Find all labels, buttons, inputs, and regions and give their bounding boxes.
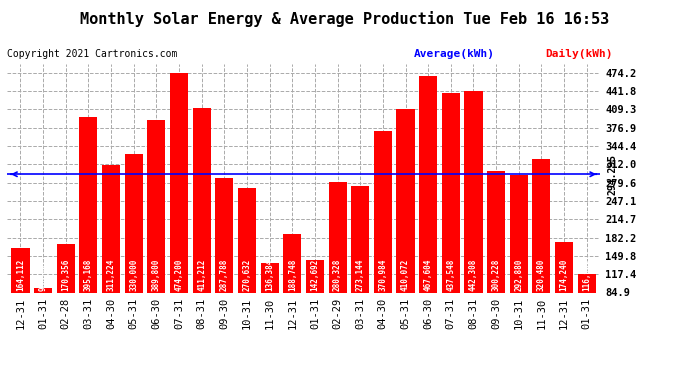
Text: 437,548: 437,548 bbox=[446, 259, 455, 291]
Text: 142,692: 142,692 bbox=[310, 259, 319, 291]
Bar bbox=[283, 234, 302, 340]
Text: 410,072: 410,072 bbox=[401, 259, 410, 291]
Text: 467,604: 467,604 bbox=[424, 259, 433, 291]
Bar bbox=[442, 93, 460, 340]
Bar bbox=[57, 244, 75, 340]
Bar bbox=[12, 248, 30, 340]
Bar bbox=[397, 109, 415, 340]
Bar bbox=[306, 260, 324, 340]
Text: 136,384: 136,384 bbox=[265, 259, 274, 291]
Text: 320,480: 320,480 bbox=[537, 259, 546, 291]
Text: 330,000: 330,000 bbox=[129, 259, 138, 291]
Text: 170,356: 170,356 bbox=[61, 259, 70, 291]
Text: Copyright 2021 Cartronics.com: Copyright 2021 Cartronics.com bbox=[7, 49, 177, 59]
Text: 395,168: 395,168 bbox=[84, 259, 93, 291]
Text: 474,200: 474,200 bbox=[175, 259, 184, 291]
Bar bbox=[555, 242, 573, 340]
Bar bbox=[215, 178, 233, 340]
Bar bbox=[102, 165, 120, 340]
Bar bbox=[351, 186, 369, 340]
Bar bbox=[328, 182, 346, 340]
Text: Monthly Solar Energy & Average Production Tue Feb 16 16:53: Monthly Solar Energy & Average Productio… bbox=[80, 11, 610, 27]
Text: 389,800: 389,800 bbox=[152, 259, 161, 291]
Bar bbox=[533, 159, 551, 340]
Text: 311,224: 311,224 bbox=[106, 259, 116, 291]
Bar bbox=[238, 188, 256, 340]
Bar bbox=[125, 154, 143, 340]
Text: 164,112: 164,112 bbox=[16, 259, 25, 291]
Text: 188,748: 188,748 bbox=[288, 259, 297, 291]
Bar bbox=[419, 76, 437, 340]
Text: 411,212: 411,212 bbox=[197, 259, 206, 291]
Bar bbox=[193, 108, 210, 340]
Bar bbox=[510, 175, 528, 340]
Bar bbox=[374, 131, 392, 340]
Text: 116,984: 116,984 bbox=[582, 259, 591, 291]
Text: Average(kWh): Average(kWh) bbox=[414, 49, 495, 59]
Bar bbox=[79, 117, 97, 340]
Bar bbox=[261, 263, 279, 340]
Text: 273,144: 273,144 bbox=[356, 259, 365, 291]
Text: 174,240: 174,240 bbox=[560, 259, 569, 291]
Bar bbox=[464, 91, 482, 340]
Bar bbox=[34, 288, 52, 340]
Text: 370,984: 370,984 bbox=[378, 259, 387, 291]
Bar bbox=[487, 171, 505, 340]
Text: 294.295: 294.295 bbox=[607, 154, 617, 195]
Bar bbox=[578, 274, 595, 340]
Text: 270,632: 270,632 bbox=[242, 259, 251, 291]
Text: 287,788: 287,788 bbox=[220, 259, 229, 291]
Bar bbox=[148, 120, 166, 340]
Bar bbox=[170, 73, 188, 340]
Text: Daily(kWh): Daily(kWh) bbox=[545, 49, 613, 59]
Text: 292,880: 292,880 bbox=[514, 259, 523, 291]
Text: 300,228: 300,228 bbox=[491, 259, 501, 291]
Text: 92,564: 92,564 bbox=[39, 264, 48, 291]
Text: 280,328: 280,328 bbox=[333, 259, 342, 291]
Text: 442,308: 442,308 bbox=[469, 259, 478, 291]
